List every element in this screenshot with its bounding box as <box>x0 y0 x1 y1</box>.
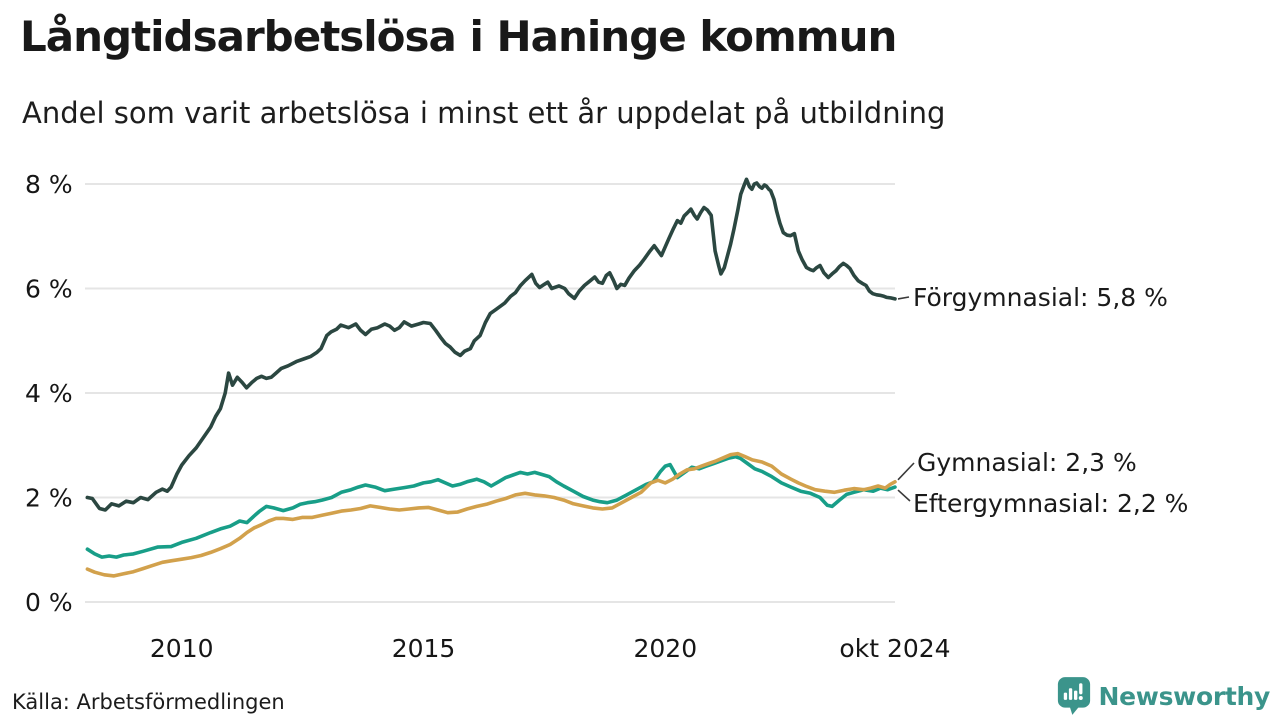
series-end-label-eftergymnasial: Eftergymnasial: 2,2 % <box>913 489 1189 518</box>
x-tick-label: 2020 <box>633 634 697 663</box>
x-tick-label: 2015 <box>392 634 456 663</box>
newsworthy-logo-text: Newsworthy <box>1098 681 1271 711</box>
chart-subtitle: Andel som varit arbetslösa i minst ett å… <box>22 96 946 130</box>
page-title: Långtidsarbetslösa i Haninge kommun <box>20 12 897 61</box>
y-tick-label: 6 % <box>25 275 73 304</box>
x-tick-label: okt 2024 <box>839 634 950 663</box>
series-line-gymnasial <box>85 451 897 578</box>
source-attribution: Källa: Arbetsförmedlingen <box>12 690 285 714</box>
label-leader-förgymnasial <box>897 296 910 300</box>
y-tick-label: 4 % <box>25 379 73 408</box>
y-tick-label: 0 % <box>25 588 73 617</box>
x-tick-label: 2010 <box>150 634 214 663</box>
newsworthy-logo: Newsworthy <box>1057 676 1271 716</box>
y-tick-label: 8 % <box>25 170 73 199</box>
series-line-eftergymnasial <box>85 454 897 559</box>
y-tick-label: 2 % <box>25 484 73 513</box>
series-end-label-forgymnasial: Förgymnasial: 5,8 % <box>913 283 1168 312</box>
label-leader-eftergymnasial <box>897 489 911 502</box>
label-leader-gymnasial <box>897 462 915 481</box>
series-line-förgymnasial <box>85 177 897 512</box>
series-end-label-gymnasial: Gymnasial: 2,3 % <box>917 448 1137 477</box>
newsworthy-logo-icon <box>1057 677 1090 715</box>
